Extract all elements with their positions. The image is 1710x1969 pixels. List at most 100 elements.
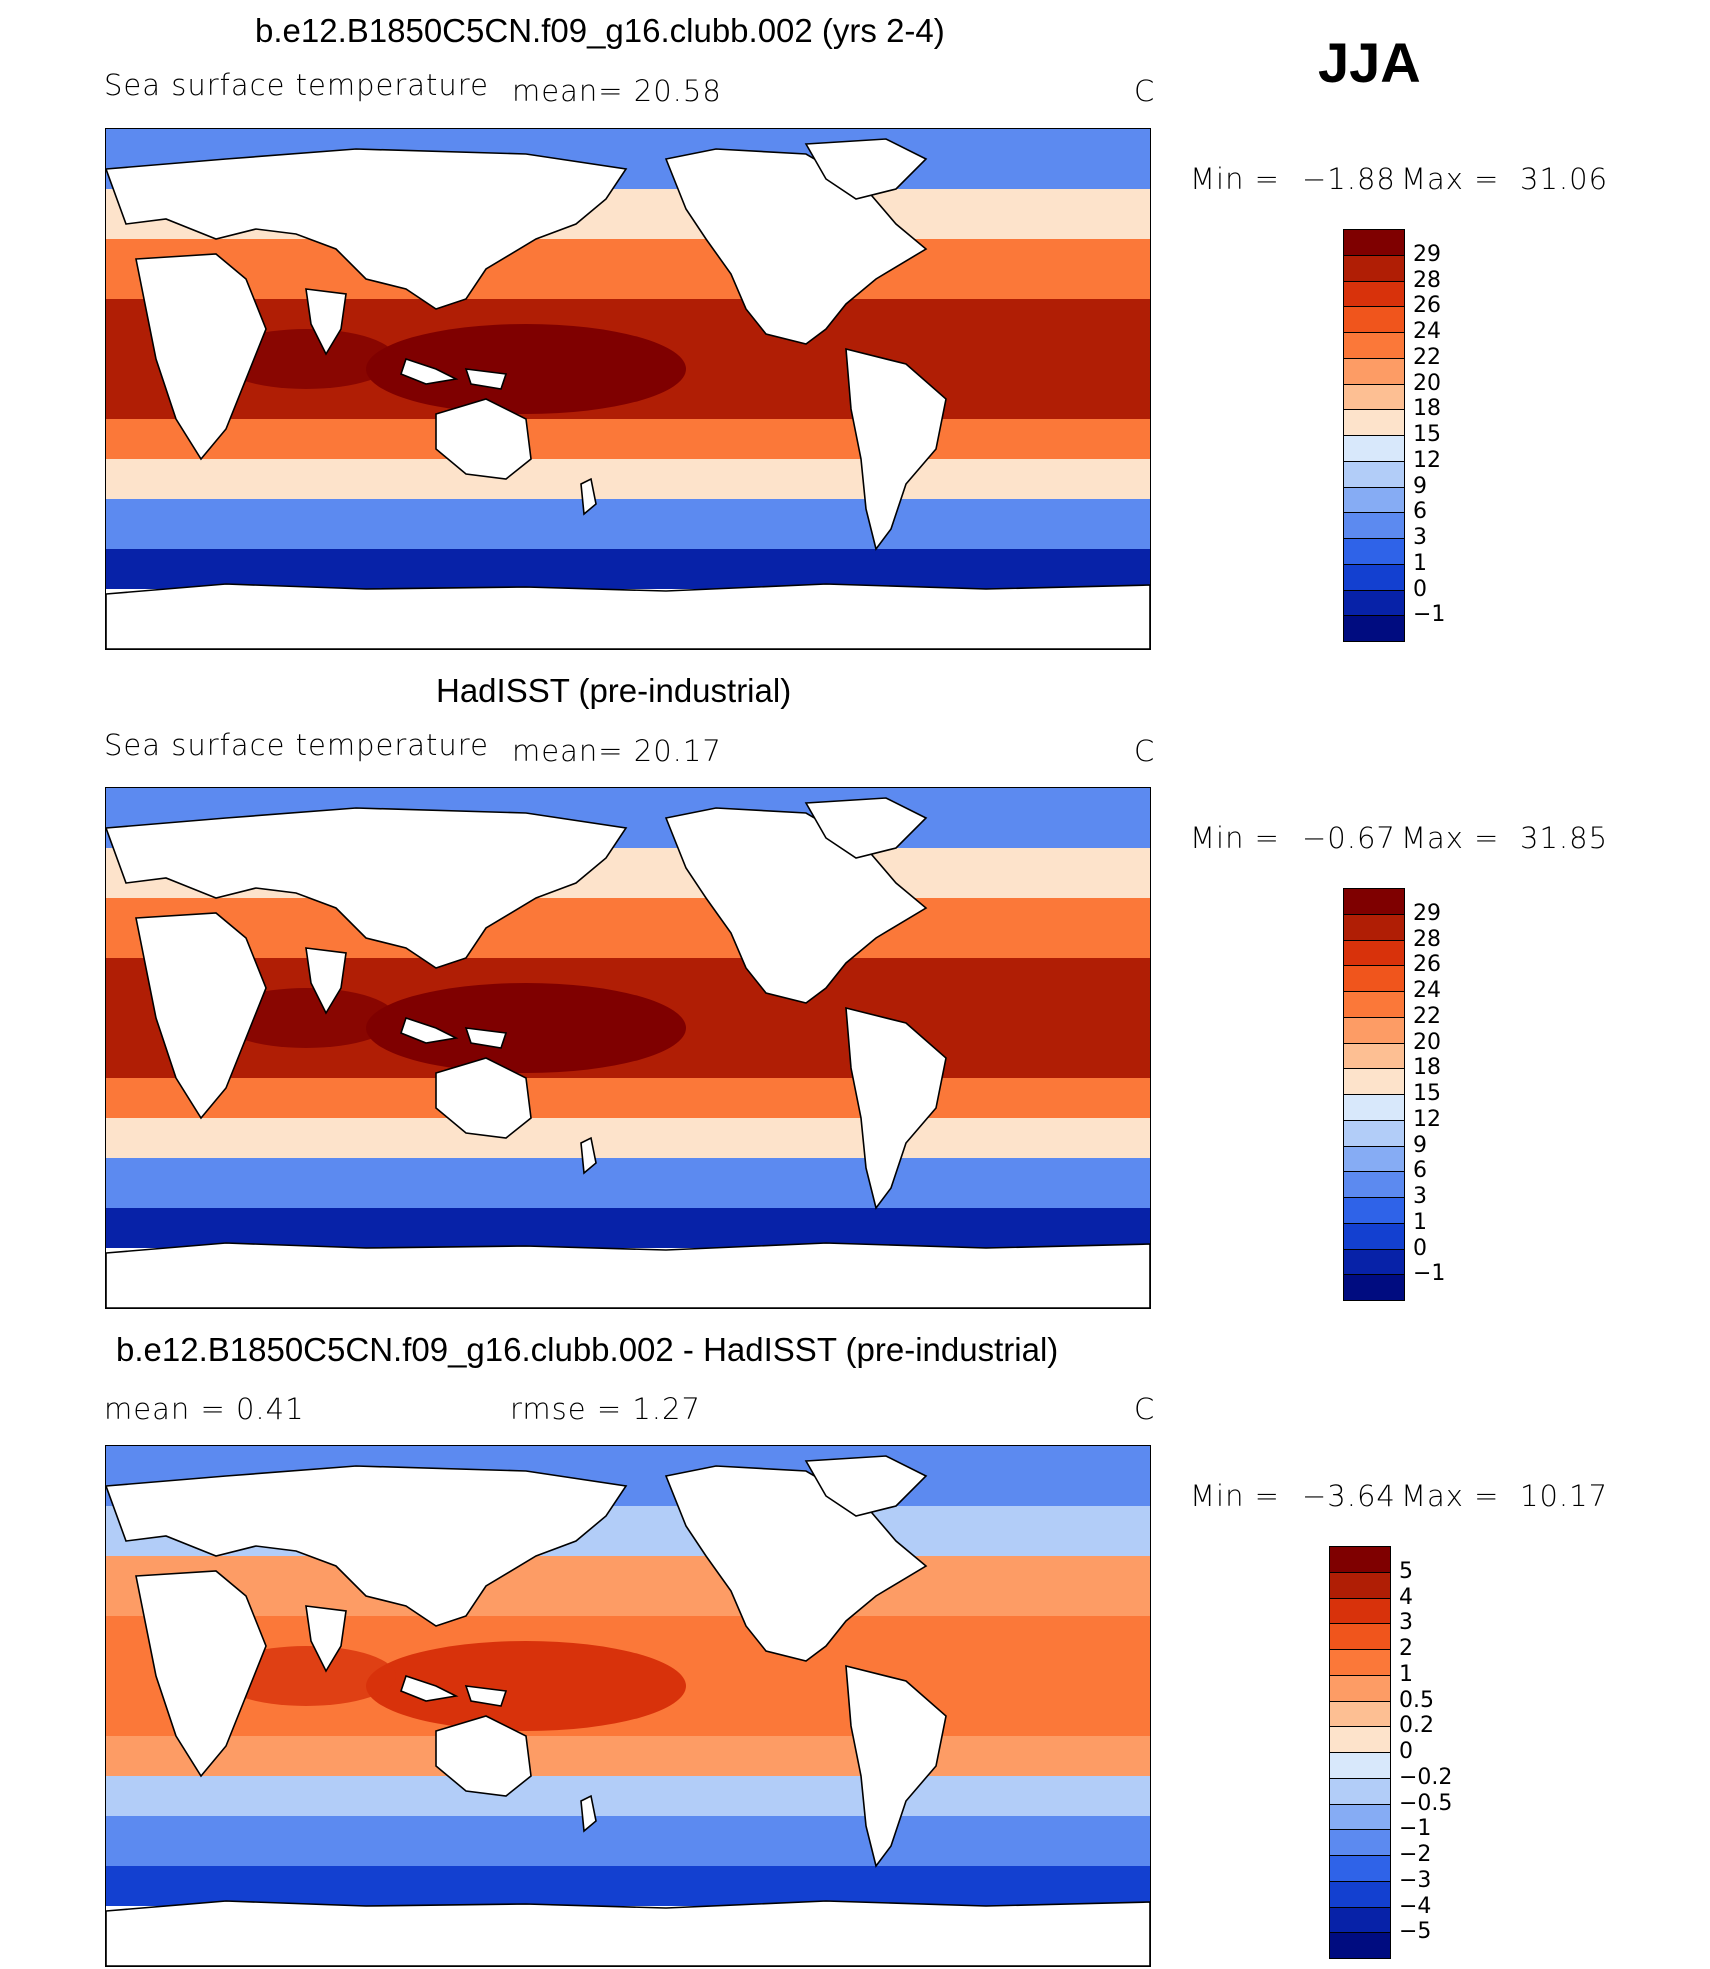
season-label: JJA xyxy=(1318,31,1421,94)
panel-3-max-label: Max = xyxy=(1401,1479,1500,1513)
land-mass xyxy=(804,138,928,200)
colorbar-tick-label: 20 xyxy=(1413,1029,1441,1055)
panel-1-max-value: 31.06 xyxy=(1520,162,1609,196)
land-mass xyxy=(580,477,597,516)
sst-band xyxy=(106,898,1150,958)
colorbar-tick-label: 0 xyxy=(1399,1739,1413,1764)
colorbar-tick-label: 6 xyxy=(1413,1158,1427,1184)
sst-band xyxy=(106,1776,1150,1816)
panel-1-title: b.e12.B1850C5CN.f09_g16.clubb.002 (yrs 2… xyxy=(255,12,945,49)
colorbar-swatch xyxy=(1343,965,1405,992)
colorbar-swatch xyxy=(1343,306,1405,333)
colorbar-tick-label: −5 xyxy=(1399,1919,1432,1945)
colorbar-swatch xyxy=(1329,1932,1391,1959)
panel-2-variable-label: Sea surface temperature xyxy=(104,728,489,762)
land-mass xyxy=(464,1685,508,1707)
land-mass xyxy=(845,1006,947,1210)
colorbar-tick-label: 24 xyxy=(1413,978,1441,1003)
land-mass xyxy=(135,1570,267,1778)
colorbar-swatch xyxy=(1329,1597,1391,1625)
colorbar-tick-label: −1 xyxy=(1413,1261,1446,1287)
colorbar-tick-label: 28 xyxy=(1413,267,1441,293)
colorbar-swatch xyxy=(1343,1248,1405,1276)
land-mass xyxy=(106,807,628,969)
colorbar-swatch xyxy=(1329,1829,1391,1856)
colorbar-swatch xyxy=(1343,1171,1405,1198)
colorbar-swatch xyxy=(1343,486,1405,514)
colorbar-tick-label: −1 xyxy=(1399,1816,1432,1842)
sst-band xyxy=(106,549,1150,589)
land-mass xyxy=(135,253,267,461)
land-mass xyxy=(400,1674,459,1702)
colorbar-swatch xyxy=(1343,1145,1405,1173)
colorbar-tick-label: 1 xyxy=(1413,1209,1427,1235)
colorbar-tick-label: 15 xyxy=(1413,1081,1441,1106)
colorbar-tick-label: −3 xyxy=(1399,1867,1432,1893)
land-mass xyxy=(400,357,459,385)
sst-band xyxy=(106,1078,1150,1118)
colorbar-tick-label: 22 xyxy=(1413,1003,1441,1029)
colorbar-swatch xyxy=(1343,512,1405,539)
colorbar-tick-label: −1 xyxy=(1413,602,1446,628)
colorbar-tick-label: −0.2 xyxy=(1399,1764,1453,1790)
panel-2-max-value: 31.85 xyxy=(1520,821,1609,855)
colorbar-tick-label: 6 xyxy=(1413,499,1427,525)
panel-3-max-value: 10.17 xyxy=(1520,1479,1609,1513)
colorbar-tick-label: 3 xyxy=(1399,1610,1413,1636)
colorbar-swatch xyxy=(1343,913,1405,941)
colorbar-tick-label: 4 xyxy=(1399,1584,1413,1610)
sst-band xyxy=(106,1118,1150,1158)
panel-3-map xyxy=(105,1445,1151,1967)
panel-1-min-label: Min = xyxy=(1190,162,1280,196)
colorbar-swatch xyxy=(1343,409,1405,436)
colorbar-tick-label: 1 xyxy=(1413,550,1427,576)
panel-2-colorbar: 29 28 26 24 22 20 18 15 12 9 6 3 1 0 −1 xyxy=(1343,888,1463,1301)
colorbar-swatch xyxy=(1343,229,1405,256)
land-mass xyxy=(106,1242,1150,1308)
panel-3-title: b.e12.B1850C5CN.f09_g16.clubb.002 - HadI… xyxy=(116,1331,1059,1368)
panel-3-mean-label: mean = 0.41 xyxy=(104,1392,305,1426)
land-mass xyxy=(400,1016,459,1044)
panel-1-max-label: Max = xyxy=(1401,162,1500,196)
colorbar-swatch xyxy=(1343,991,1405,1018)
colorbar-tick-label: 12 xyxy=(1413,1106,1441,1132)
land-mass xyxy=(106,583,1150,649)
land-mass xyxy=(464,368,508,390)
colorbar-tick-label: 26 xyxy=(1413,952,1441,978)
colorbar-swatch xyxy=(1329,1623,1391,1650)
sst-band xyxy=(106,459,1150,499)
land-mass xyxy=(435,1715,532,1797)
colorbar-tick-label: 0 xyxy=(1413,1235,1427,1261)
indian-ocean-warm xyxy=(216,988,396,1048)
land-mass xyxy=(580,1136,597,1175)
land-mass xyxy=(845,1664,947,1868)
panel-3-min-value: −3.64 xyxy=(1302,1479,1396,1513)
colorbar-swatch xyxy=(1343,1119,1405,1147)
colorbar-tick-label: 20 xyxy=(1413,370,1441,396)
colorbar-tick-label: 26 xyxy=(1413,293,1441,319)
colorbar-tick-label: 24 xyxy=(1413,319,1441,344)
colorbar-tick-label: 9 xyxy=(1413,1132,1427,1158)
colorbar-tick-label: 0.5 xyxy=(1399,1687,1434,1713)
panel-1-map xyxy=(105,128,1151,650)
colorbar-tick-label: 18 xyxy=(1413,1055,1441,1081)
sst-band xyxy=(106,1816,1150,1866)
sst-band xyxy=(106,1866,1150,1906)
colorbar-tick-label: 2 xyxy=(1399,1636,1413,1661)
land-mass xyxy=(106,148,628,310)
colorbar-tick-label: 15 xyxy=(1413,422,1441,447)
colorbar-tick-label: 22 xyxy=(1413,344,1441,370)
panel-2-min-value: −0.67 xyxy=(1302,821,1396,855)
colorbar-tick-label: 29 xyxy=(1413,900,1441,926)
land-mass xyxy=(305,947,347,1015)
colorbar-swatch xyxy=(1343,435,1405,462)
panel-3-units: C xyxy=(1134,1392,1156,1426)
colorbar-swatch xyxy=(1329,1906,1391,1934)
colorbar-tick-label: 5 xyxy=(1399,1558,1413,1584)
colorbar-tick-label: 28 xyxy=(1413,926,1441,952)
colorbar-swatch xyxy=(1343,460,1405,488)
colorbar-tick-label: 3 xyxy=(1413,1184,1427,1209)
colorbar-swatch xyxy=(1343,615,1405,642)
colorbar-swatch xyxy=(1329,1880,1391,1908)
land-mass xyxy=(305,1605,347,1673)
